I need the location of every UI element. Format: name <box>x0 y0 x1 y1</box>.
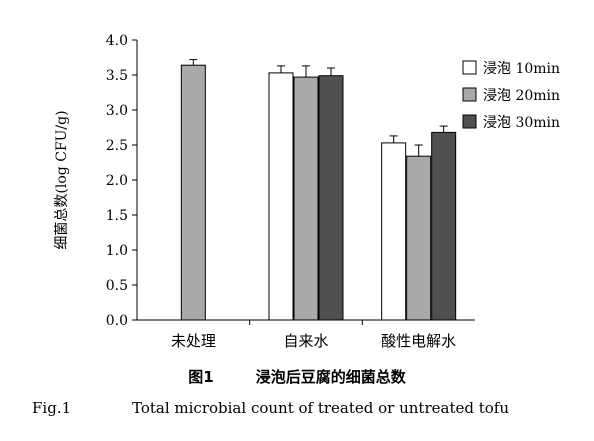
bar <box>293 76 319 321</box>
bar <box>180 64 206 321</box>
legend-swatch <box>462 60 477 75</box>
legend-label: 浸泡 10min <box>483 61 560 77</box>
y-tick-label: 4.0 <box>106 33 128 49</box>
y-tick-label: 0.0 <box>106 313 128 329</box>
y-tick-label: 1.0 <box>106 243 128 259</box>
figure-number-en: Fig.1 <box>32 399 72 417</box>
legend-swatch <box>462 87 477 102</box>
y-axis: 0.0 0.5 1.0 1.5 2.0 2.5 3.0 3.5 4.0 <box>106 33 138 329</box>
legend-swatch <box>462 114 477 129</box>
y-tick-label: 1.5 <box>106 208 128 224</box>
x-category-label: 未处理 <box>171 332 216 350</box>
legend-label: 浸泡 30min <box>483 115 560 131</box>
bar <box>318 75 344 321</box>
figure-title-cn: 浸泡后豆腐的细菌总数 <box>255 368 406 386</box>
x-category-label: 自来水 <box>283 332 328 350</box>
bar <box>406 155 432 321</box>
legend-label: 浸泡 20min <box>483 88 560 104</box>
figure-caption-chinese: 图1 浸泡后豆腐的细菌总数 <box>0 366 594 387</box>
figure-caption-english: Fig.1 Total microbial count of treated or… <box>32 399 509 417</box>
bar <box>381 142 407 321</box>
x-axis: 未处理 自来水 酸性电解水 <box>137 319 475 350</box>
y-tick-label: 0.5 <box>106 278 128 294</box>
figure-number-cn: 图1 <box>188 368 214 386</box>
bar <box>431 131 457 321</box>
y-tick-label: 2.5 <box>106 138 128 154</box>
y-tick-label: 3.0 <box>106 103 128 119</box>
bar-chart: 0.00.51.01.52.02.53.03.54.0 未处理 自来水 酸性电解水 … <box>54 33 560 350</box>
y-tick-label: 2.0 <box>106 173 128 189</box>
bar <box>268 72 294 321</box>
y-tick-label: 3.5 <box>106 68 128 84</box>
y-axis-label: 细菌总数(log CFU/g) <box>54 110 70 249</box>
bars <box>180 59 457 321</box>
figure-title-en: Total microbial count of treated or untr… <box>132 399 509 417</box>
legend: 浸泡 10min 浸泡 20min 浸泡 30min <box>462 60 560 131</box>
x-category-label: 酸性电解水 <box>381 332 456 350</box>
